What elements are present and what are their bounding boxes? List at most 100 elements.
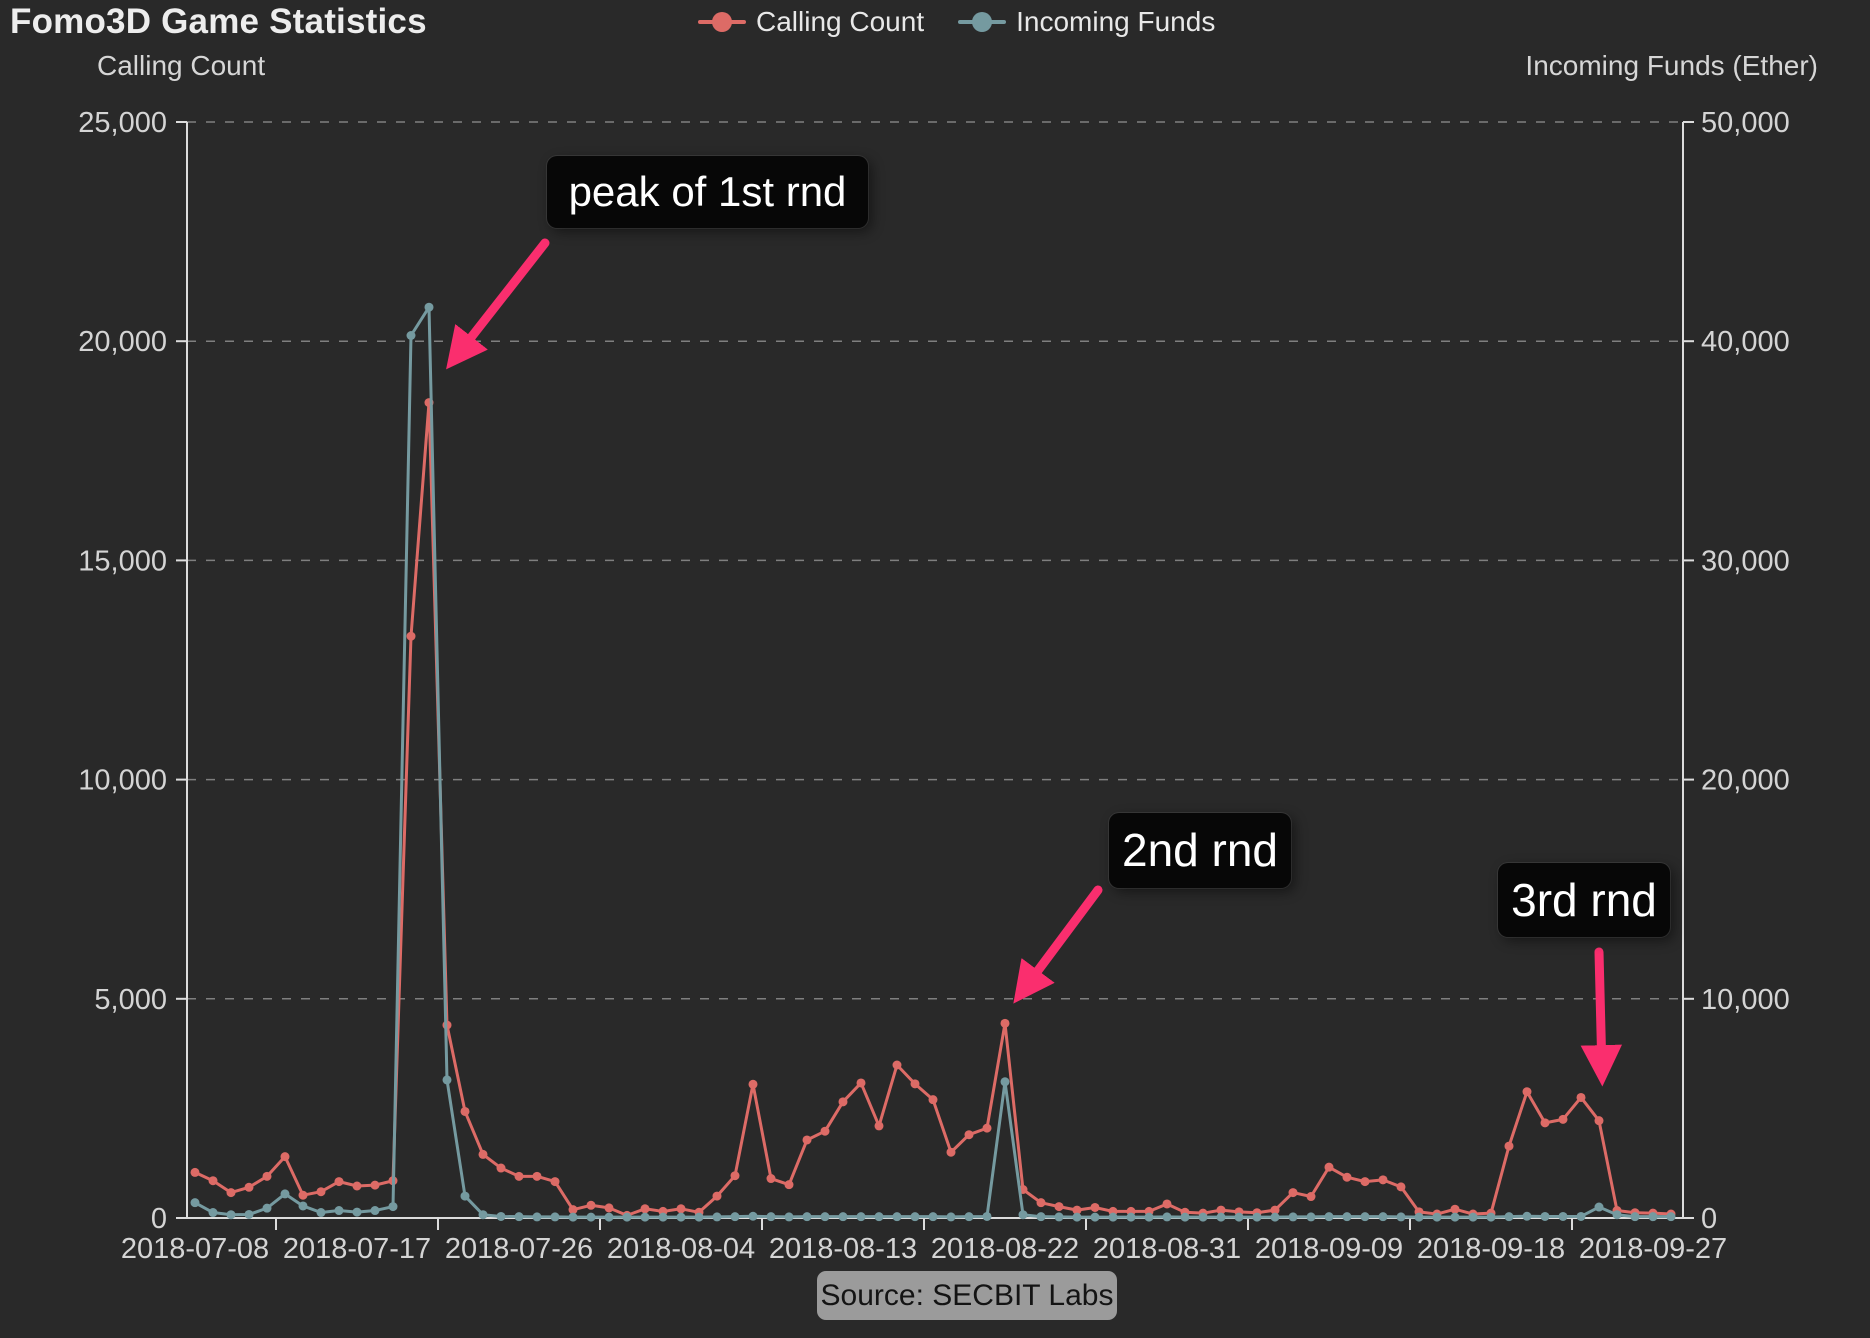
data-point-incoming-funds xyxy=(604,1212,614,1222)
x-axis-label: 2018-09-09 xyxy=(1255,1233,1403,1265)
data-point-calling-count xyxy=(802,1135,812,1145)
data-point-incoming-funds xyxy=(1648,1212,1658,1222)
data-point-incoming-funds xyxy=(910,1212,920,1222)
data-point-incoming-funds xyxy=(1630,1212,1640,1222)
data-point-calling-count xyxy=(514,1171,524,1181)
data-point-incoming-funds xyxy=(1468,1212,1478,1222)
data-point-calling-count xyxy=(262,1171,272,1181)
x-axis-label: 2018-09-18 xyxy=(1417,1233,1565,1265)
data-point-incoming-funds xyxy=(1306,1212,1316,1222)
data-point-calling-count xyxy=(748,1079,758,1089)
data-point-calling-count xyxy=(316,1187,326,1197)
data-point-incoming-funds xyxy=(1414,1212,1424,1222)
data-point-incoming-funds xyxy=(568,1212,578,1222)
incoming-funds-legend-marker-icon xyxy=(958,10,1007,34)
y-axis-left-label: 10,000 xyxy=(78,765,167,797)
data-point-calling-count xyxy=(820,1126,830,1136)
series-line-incoming-funds xyxy=(193,305,1673,1219)
y-axis-right-label: 50,000 xyxy=(1701,107,1790,139)
data-point-calling-count xyxy=(1594,1116,1604,1126)
data-point-calling-count xyxy=(226,1188,236,1198)
data-point-incoming-funds xyxy=(1000,1077,1010,1087)
data-point-incoming-funds xyxy=(1324,1212,1334,1222)
data-point-calling-count xyxy=(334,1177,344,1187)
x-axis-label: 2018-08-04 xyxy=(607,1233,755,1265)
data-point-calling-count xyxy=(1522,1087,1532,1097)
legend-label-incoming-funds: Incoming Funds xyxy=(1016,6,1216,37)
data-point-incoming-funds xyxy=(424,302,434,312)
source-label: Source: SECBIT Labs xyxy=(817,1271,1117,1320)
data-point-incoming-funds xyxy=(802,1212,812,1222)
data-point-incoming-funds xyxy=(1198,1212,1208,1222)
axis-layer: 0 5,000 10,000 15,000 20,000 25,000 0 10,000 20,… xyxy=(78,107,1789,1265)
data-point-incoming-funds xyxy=(226,1210,236,1220)
data-point-incoming-funds xyxy=(316,1208,326,1218)
data-point-calling-count xyxy=(190,1167,200,1177)
data-point-calling-count xyxy=(1306,1192,1316,1202)
data-point-calling-count xyxy=(982,1123,992,1133)
data-point-incoming-funds xyxy=(766,1212,776,1222)
y-axis-right-label: 40,000 xyxy=(1701,326,1790,358)
data-point-incoming-funds xyxy=(1270,1212,1280,1222)
page-title: Fomo3D Game Statistics xyxy=(10,2,427,41)
data-point-incoming-funds xyxy=(208,1208,218,1218)
x-axis-label: 2018-08-31 xyxy=(1093,1233,1241,1265)
data-point-incoming-funds xyxy=(748,1211,758,1221)
data-point-incoming-funds xyxy=(406,331,416,341)
data-point-calling-count xyxy=(676,1204,686,1214)
data-point-calling-count xyxy=(1360,1177,1370,1187)
data-point-incoming-funds xyxy=(1054,1212,1064,1222)
data-point-incoming-funds xyxy=(1360,1212,1370,1222)
data-point-calling-count xyxy=(1342,1172,1352,1182)
legend-item-calling-count[interactable]: Calling Count xyxy=(698,6,924,38)
data-point-calling-count xyxy=(1162,1199,1172,1209)
data-point-calling-count xyxy=(1540,1118,1550,1128)
data-point-calling-count xyxy=(946,1147,956,1157)
data-point-incoming-funds xyxy=(784,1212,794,1222)
data-point-calling-count xyxy=(280,1152,290,1162)
data-point-incoming-funds xyxy=(856,1212,866,1222)
annotation-arrow-icon xyxy=(446,238,550,370)
y-axis-right-label: 30,000 xyxy=(1701,545,1790,577)
y-axis-right-label: 10,000 xyxy=(1701,984,1790,1016)
data-point-calling-count xyxy=(478,1149,488,1159)
data-point-calling-count xyxy=(784,1180,794,1190)
x-axis-label: 2018-07-08 xyxy=(121,1233,269,1265)
data-point-calling-count xyxy=(1558,1114,1568,1124)
data-point-incoming-funds xyxy=(622,1212,632,1222)
y-axis-right-label: 20,000 xyxy=(1701,765,1790,797)
data-point-calling-count xyxy=(298,1190,308,1200)
data-point-incoming-funds xyxy=(190,1198,200,1208)
data-point-calling-count xyxy=(586,1200,596,1210)
annotation-3rd-rnd: 3rd rnd xyxy=(1498,863,1670,937)
data-point-calling-count xyxy=(550,1177,560,1187)
data-point-incoming-funds xyxy=(478,1210,488,1220)
data-point-calling-count xyxy=(352,1181,362,1191)
data-point-incoming-funds xyxy=(514,1212,524,1222)
data-point-calling-count xyxy=(1072,1205,1082,1215)
left-axis-title: Calling Count xyxy=(97,50,266,81)
data-point-incoming-funds xyxy=(712,1212,722,1222)
data-point-calling-count xyxy=(1576,1092,1586,1102)
data-point-calling-count xyxy=(964,1130,974,1140)
data-point-calling-count xyxy=(1324,1162,1334,1172)
data-point-incoming-funds xyxy=(658,1212,668,1222)
data-point-calling-count xyxy=(730,1171,740,1181)
data-point-incoming-funds xyxy=(1036,1212,1046,1222)
annotation-arrow-icon xyxy=(1013,885,1103,1004)
data-point-incoming-funds xyxy=(820,1212,830,1222)
data-point-incoming-funds xyxy=(550,1212,560,1222)
legend-item-incoming-funds[interactable]: Incoming Funds xyxy=(958,6,1215,38)
data-point-calling-count xyxy=(370,1180,380,1190)
data-point-calling-count xyxy=(766,1174,776,1184)
data-point-incoming-funds xyxy=(1432,1212,1442,1222)
data-point-incoming-funds xyxy=(352,1207,362,1217)
data-point-calling-count xyxy=(1090,1202,1100,1212)
y-axis-left-label: 15,000 xyxy=(78,545,167,577)
data-point-incoming-funds xyxy=(1072,1212,1082,1222)
data-point-incoming-funds xyxy=(892,1212,902,1222)
data-point-incoming-funds xyxy=(676,1212,686,1222)
data-point-calling-count xyxy=(460,1106,470,1116)
data-point-incoming-funds xyxy=(532,1212,542,1222)
